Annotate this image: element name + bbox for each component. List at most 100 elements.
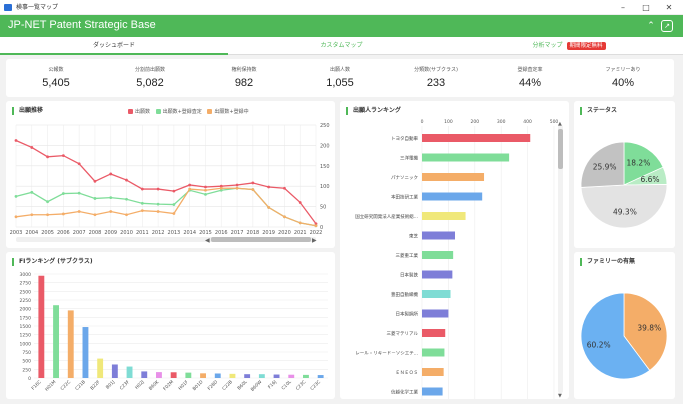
x-tick-label: 2009 — [104, 230, 117, 236]
y-tick-label: トヨタ自動車 — [391, 135, 418, 142]
y-tick-label: 750 — [22, 350, 31, 356]
bar — [53, 305, 59, 378]
pie-slice — [580, 141, 625, 188]
kpi-grant-rate: 登録査定率 44% — [485, 66, 575, 89]
x-tick-label: C22B — [221, 379, 234, 392]
legend-swatch — [155, 109, 161, 114]
data-point — [156, 202, 160, 206]
tab-custom-map[interactable]: カスタムマップ — [228, 37, 455, 55]
data-point — [61, 212, 65, 216]
trend-legend: 出願数 出願数+登録査定 出願数+登録中 — [124, 108, 249, 115]
bar — [422, 192, 483, 201]
family-card: ファミリーの有無 39.8% 60.2% — [574, 252, 675, 399]
data-point — [125, 213, 128, 217]
kpi-applications: 分割前出願数 5,082 — [105, 66, 195, 89]
kpi-label: 分類数(サブクラス) — [414, 67, 458, 73]
y-tick-label: 0 — [28, 376, 31, 382]
x-tick-label: H01F — [177, 379, 190, 392]
data-point — [61, 192, 65, 195]
data-point — [46, 155, 49, 159]
window-titlebar: 検事一覧マップ – □ ✕ — [0, 0, 683, 15]
kpi-value: 1,055 — [326, 77, 354, 89]
bar — [229, 373, 236, 378]
scroll-up-icon: ▲ — [558, 121, 562, 127]
y-tick-label: 日本製鉄 — [400, 272, 418, 279]
app-title: JP-NET Patent Strategic Base — [8, 19, 156, 31]
tab-dashboard[interactable]: ダッシュボード — [0, 37, 228, 55]
bar — [317, 375, 324, 378]
data-point — [172, 189, 176, 193]
scrollbar-thumb — [558, 129, 563, 169]
pie-label: 6.6% — [640, 175, 659, 184]
bar — [422, 290, 451, 298]
y-tick-label: 日本製鋼所 — [396, 311, 419, 318]
scrollbar-thumb — [211, 237, 311, 242]
kpi-label: 権利保持数 — [231, 67, 257, 73]
x-tick-label: 0 — [421, 119, 424, 125]
window-title: 検事一覧マップ — [16, 4, 59, 11]
data-point — [298, 201, 302, 204]
close-icon[interactable]: ✕ — [665, 3, 673, 12]
export-icon[interactable]: ↗ — [661, 20, 673, 32]
y-tick-label: 2000 — [20, 307, 32, 313]
kpi-label: 公報数 — [48, 67, 64, 73]
legend-label: 出願数+登録中 — [214, 109, 249, 115]
x-tick-label: B60L — [236, 379, 249, 392]
bar — [422, 134, 531, 142]
applicant-title: 出願人ランキング — [346, 107, 401, 115]
x-tick-label: 2021 — [294, 230, 307, 236]
maximize-icon[interactable]: □ — [642, 3, 650, 12]
x-tick-label: C23C — [309, 379, 322, 392]
y-tick-label: 1000 — [20, 341, 32, 347]
y-tick-label: 三菱マテリアル — [387, 330, 419, 337]
y-tick-label: 1750 — [20, 315, 32, 321]
family-pie: 39.8% 60.2% — [580, 292, 668, 380]
kpi-value: 40% — [611, 77, 635, 89]
tab-analysis-map[interactable]: 分析マップ 期間限定無料 — [455, 37, 683, 55]
x-tick-label: 2020 — [278, 230, 291, 236]
trend-card: 出願推移 出願数 出願数+登録査定 出願数+登録中 0 50 100 150 200 25… — [6, 101, 335, 248]
kpi-label: 出願人数 — [329, 67, 350, 73]
bar — [422, 270, 453, 279]
bar — [422, 212, 466, 220]
dashboard-content: 公報数 5,405 分割前出願数 5,082 権利保持数 982 出願人数 1,055 … — [0, 55, 683, 404]
y-tick-label: 250 — [22, 367, 31, 373]
data-point — [140, 209, 144, 213]
data-point — [125, 178, 128, 182]
x-tick-label: 100 — [444, 119, 453, 125]
tab-label: 分析マップ — [532, 42, 563, 49]
x-tick-label: 2018 — [246, 230, 259, 236]
x-tick-label: 2016 — [215, 230, 228, 236]
bar — [422, 387, 443, 396]
bar — [303, 374, 309, 378]
data-point — [251, 181, 255, 185]
x-tick-label: B01D — [192, 379, 205, 392]
y-tick-label: 豊田自動織機 — [391, 291, 418, 298]
bar — [126, 366, 133, 378]
bar — [288, 374, 295, 378]
x-tick-label: C23C — [295, 379, 308, 392]
x-tick-label: 2008 — [89, 230, 102, 236]
y-tick-label: 三洋電機 — [400, 155, 418, 162]
x-tick-label: 2010 — [120, 230, 133, 236]
data-point — [109, 172, 113, 176]
data-point — [172, 212, 176, 215]
bar — [422, 329, 446, 337]
minimize-icon[interactable]: – — [621, 3, 625, 12]
pie-slice — [580, 184, 668, 229]
applicant-card: 出願人ランキング 0 100 200 300 400 500 トヨタ自動車 三洋電機 パナソニッ… — [340, 101, 569, 399]
series-line — [15, 187, 317, 227]
pie-slice — [623, 292, 668, 372]
chevron-up-icon[interactable]: ⌃ — [647, 21, 655, 31]
data-point — [30, 146, 34, 149]
y-tick-label: 1500 — [20, 324, 32, 330]
data-point — [204, 185, 207, 189]
data-point — [140, 201, 144, 205]
bar — [141, 371, 148, 378]
data-point — [77, 191, 81, 195]
data-point — [61, 154, 65, 157]
bar — [214, 373, 221, 378]
y-tick-label: 150 — [320, 164, 330, 170]
data-point — [267, 185, 271, 189]
bar — [200, 373, 206, 378]
